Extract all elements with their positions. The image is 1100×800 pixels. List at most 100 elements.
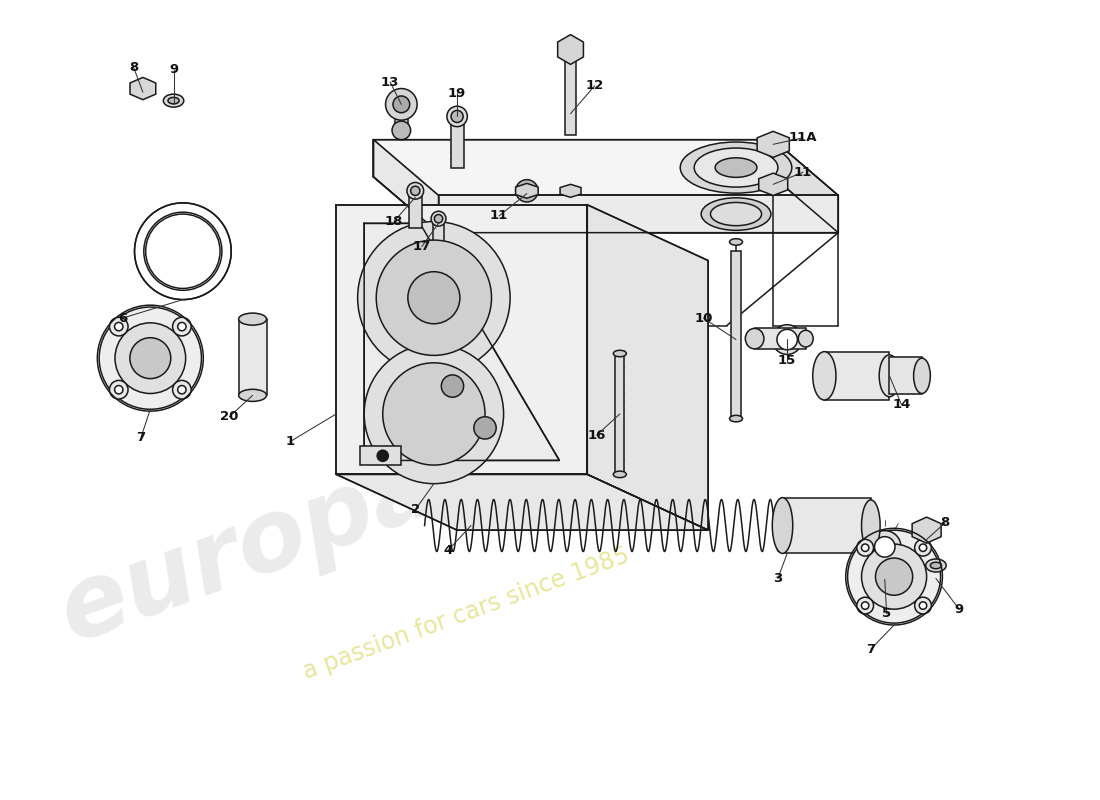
Circle shape <box>99 307 201 410</box>
Circle shape <box>114 386 123 394</box>
Ellipse shape <box>434 214 442 223</box>
Text: 6: 6 <box>118 312 128 325</box>
Polygon shape <box>759 173 788 195</box>
Ellipse shape <box>869 530 901 563</box>
Text: 11: 11 <box>794 166 812 178</box>
Polygon shape <box>337 474 708 530</box>
Ellipse shape <box>799 330 813 347</box>
Text: 19: 19 <box>448 86 466 100</box>
Circle shape <box>385 89 417 120</box>
Circle shape <box>173 318 191 336</box>
Text: 14: 14 <box>892 398 911 411</box>
Polygon shape <box>364 223 560 461</box>
Text: 4: 4 <box>443 544 452 557</box>
Polygon shape <box>337 205 587 474</box>
Circle shape <box>857 598 873 614</box>
Polygon shape <box>516 183 538 198</box>
Text: 18: 18 <box>385 215 403 228</box>
Circle shape <box>861 544 869 551</box>
Polygon shape <box>757 131 790 158</box>
Ellipse shape <box>813 352 836 400</box>
Ellipse shape <box>614 471 626 478</box>
Bar <box>782 498 871 554</box>
Ellipse shape <box>861 500 880 551</box>
Circle shape <box>876 558 913 595</box>
Text: 3: 3 <box>773 572 782 585</box>
Ellipse shape <box>239 313 266 325</box>
Circle shape <box>474 417 496 439</box>
Bar <box>732 251 740 418</box>
Ellipse shape <box>168 98 179 104</box>
Circle shape <box>857 539 873 556</box>
Circle shape <box>441 375 463 398</box>
Circle shape <box>173 381 191 399</box>
Circle shape <box>516 180 538 202</box>
Circle shape <box>144 212 222 290</box>
Circle shape <box>392 121 410 140</box>
Ellipse shape <box>729 238 743 246</box>
Circle shape <box>358 222 510 374</box>
Ellipse shape <box>694 148 778 187</box>
Circle shape <box>364 344 504 484</box>
Ellipse shape <box>163 94 184 107</box>
Ellipse shape <box>715 158 757 178</box>
Circle shape <box>134 203 231 299</box>
Text: 20: 20 <box>220 410 239 423</box>
Text: 9: 9 <box>955 602 964 616</box>
Text: 8: 8 <box>940 516 949 530</box>
Ellipse shape <box>729 415 743 422</box>
Text: 5: 5 <box>882 607 891 620</box>
Circle shape <box>110 318 128 336</box>
Bar <box>451 117 463 167</box>
Ellipse shape <box>914 358 931 394</box>
Polygon shape <box>130 78 156 100</box>
Text: 2: 2 <box>410 503 420 516</box>
Text: europartes: europartes <box>46 360 663 663</box>
Ellipse shape <box>431 211 446 226</box>
Ellipse shape <box>680 142 792 193</box>
Ellipse shape <box>931 562 942 569</box>
Circle shape <box>178 386 186 394</box>
Ellipse shape <box>772 498 793 554</box>
Ellipse shape <box>407 182 424 199</box>
Ellipse shape <box>239 390 266 402</box>
Circle shape <box>377 450 388 462</box>
Text: 17: 17 <box>412 240 431 253</box>
Circle shape <box>861 602 869 610</box>
Circle shape <box>116 323 186 394</box>
Polygon shape <box>912 517 942 543</box>
Polygon shape <box>373 140 439 233</box>
Bar <box>239 319 266 395</box>
Ellipse shape <box>410 186 420 195</box>
Circle shape <box>408 272 460 324</box>
Circle shape <box>861 544 926 609</box>
Text: 12: 12 <box>585 79 604 92</box>
Bar <box>565 54 575 135</box>
Text: 15: 15 <box>778 354 796 367</box>
Circle shape <box>914 539 932 556</box>
Text: 8: 8 <box>129 61 139 74</box>
Ellipse shape <box>701 198 771 230</box>
Bar <box>755 329 806 349</box>
Circle shape <box>178 322 186 330</box>
Polygon shape <box>773 140 838 233</box>
Bar <box>615 354 625 474</box>
Ellipse shape <box>447 106 468 126</box>
Bar <box>890 358 922 394</box>
Ellipse shape <box>772 325 802 354</box>
Text: 16: 16 <box>587 429 606 442</box>
Circle shape <box>920 544 926 551</box>
Ellipse shape <box>879 355 900 397</box>
Text: 13: 13 <box>381 75 399 89</box>
Circle shape <box>848 530 940 623</box>
Ellipse shape <box>874 537 895 557</box>
Circle shape <box>383 363 485 465</box>
Text: 9: 9 <box>169 63 178 77</box>
Polygon shape <box>373 140 838 195</box>
Ellipse shape <box>614 350 626 357</box>
Text: 7: 7 <box>136 430 145 444</box>
Circle shape <box>393 96 409 113</box>
Text: a passion for cars since 1985: a passion for cars since 1985 <box>300 543 632 684</box>
Circle shape <box>130 338 170 378</box>
Circle shape <box>376 240 492 355</box>
